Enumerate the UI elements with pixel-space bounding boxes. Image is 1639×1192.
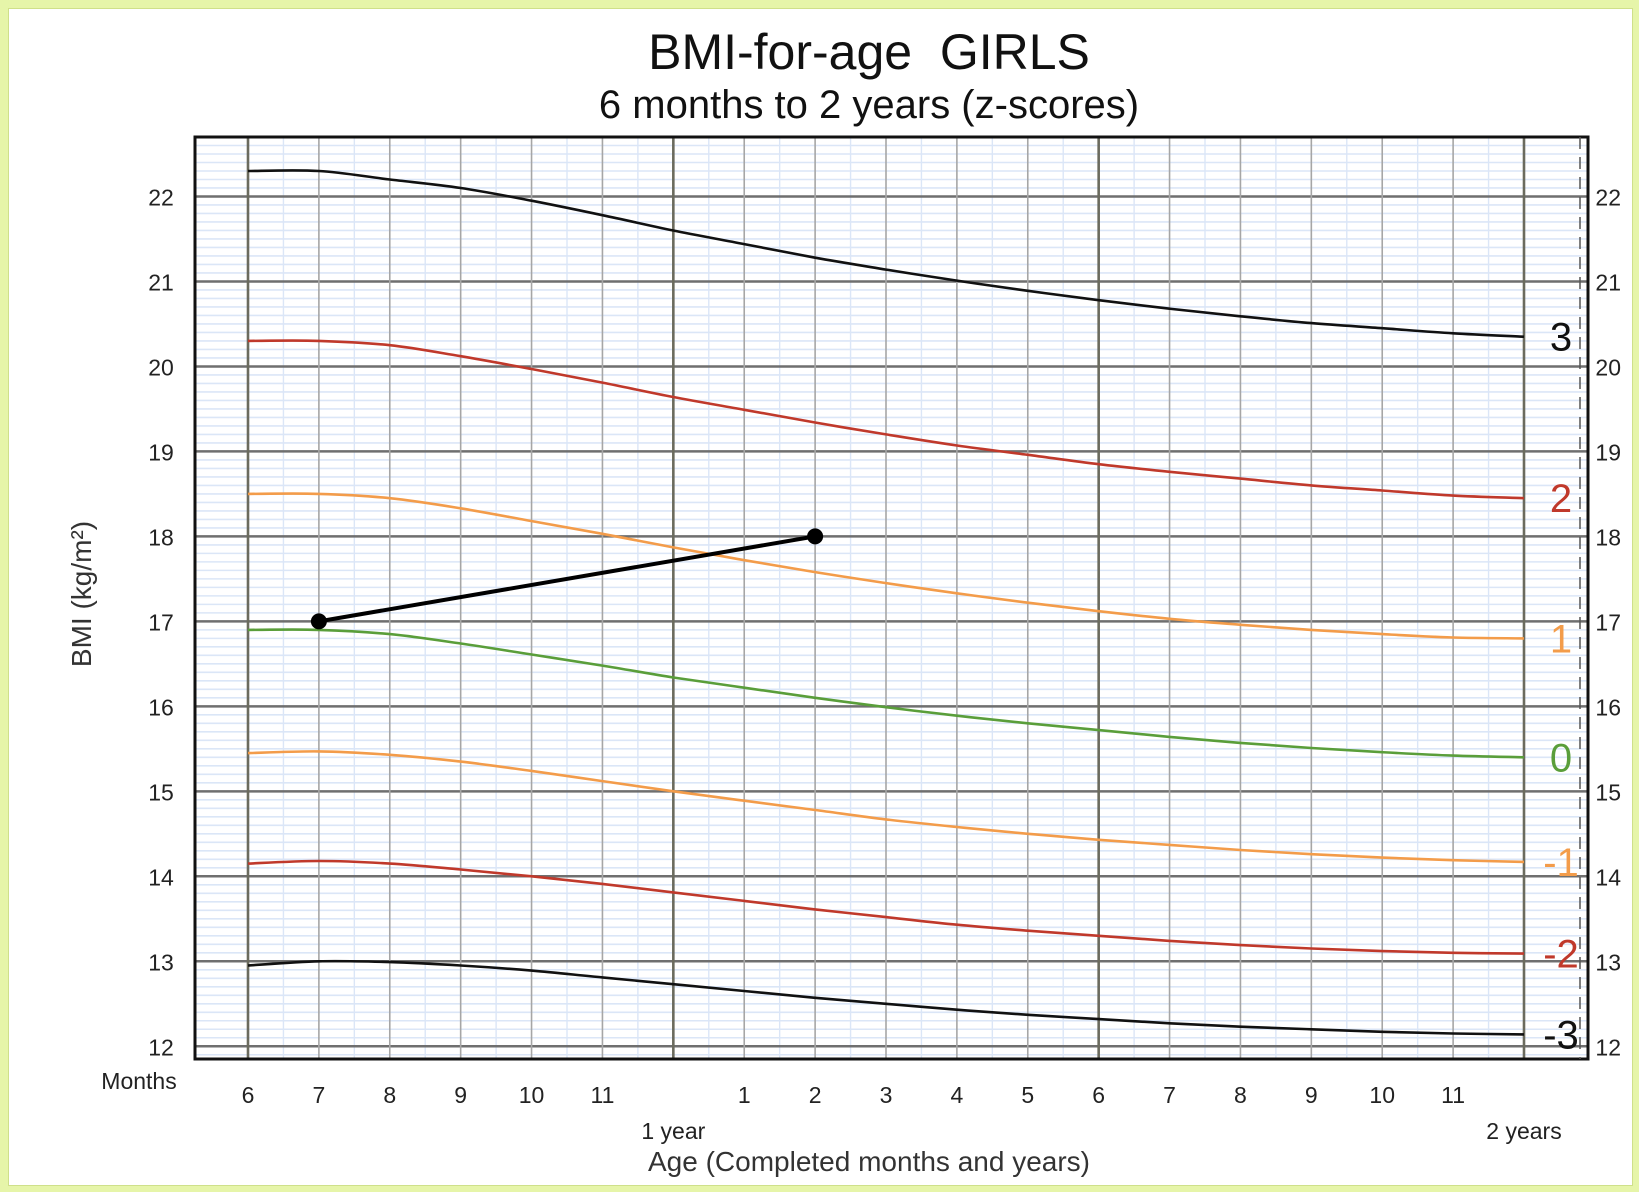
x-year-label: 1 year [641, 1118, 705, 1144]
x-tick-label: 2 [809, 1082, 822, 1108]
x-tick-label: 9 [1305, 1082, 1318, 1108]
y-tick-label-right: 15 [1595, 779, 1621, 805]
z-score-labels: 3 2 1 0 -1 -2 -3 [1543, 316, 1579, 1058]
z-curve--3 [247, 959, 1525, 1036]
plot-background [195, 137, 1588, 1059]
x-tick-label: 3 [880, 1082, 893, 1108]
x-tick-label: 8 [383, 1082, 396, 1108]
x-axis-label: Age (Completed months and years) [648, 1146, 1090, 1177]
x-tick-label: 5 [1021, 1082, 1034, 1108]
x-tick-label: 7 [1163, 1082, 1176, 1108]
y-tick-label-left: 20 [148, 354, 174, 380]
y-tick-label-right: 18 [1595, 524, 1621, 550]
y-tick-label-left: 16 [148, 694, 174, 720]
chart-subtitle: 6 months to 2 years (z-scores) [599, 83, 1139, 127]
z-curve-1 [247, 492, 1525, 640]
chart-frame: BMI-for-age GIRLS 6 months to 2 years (z… [8, 8, 1633, 1186]
major-grid [193, 135, 1590, 1061]
y-tick-label-right: 12 [1595, 1034, 1621, 1060]
minor-grid [195, 136, 1588, 1059]
y-tick-label-right: 22 [1595, 184, 1621, 210]
plot-area [195, 137, 1588, 1059]
z-label-1: 1 [1550, 617, 1572, 661]
x-tick-labels: 6 7 8 9 10 11 1 2 3 4 5 6 7 8 9 10 111 year 2 years [242, 1082, 1562, 1144]
z-label--3: -3 [1543, 1013, 1579, 1057]
z-curve-2 [247, 339, 1525, 500]
z-label--1: -1 [1543, 841, 1579, 885]
x-tick-label: 11 [1441, 1082, 1465, 1108]
x-tick-label: 10 [519, 1082, 545, 1108]
x-tick-label: 7 [312, 1082, 325, 1108]
y-tick-label-right: 13 [1595, 949, 1621, 975]
y-tick-label-right: 17 [1595, 609, 1621, 635]
patient-point [807, 528, 824, 545]
x-tick-label: 6 [1092, 1082, 1105, 1108]
z-curve-3 [247, 169, 1525, 338]
patient-trend-line [318, 534, 816, 624]
y-tick-label-right: 20 [1595, 354, 1621, 380]
y-tick-label-left: 17 [148, 609, 174, 635]
bmi-chart: BMI-for-age GIRLS 6 months to 2 years (z… [66, 24, 1621, 1177]
x-tick-label: 8 [1234, 1082, 1247, 1108]
y-tick-label-left: 15 [148, 779, 174, 805]
y-tick-label-left: 21 [148, 269, 174, 295]
y-tick-label-left: 14 [148, 864, 174, 890]
y-tick-label-right: 16 [1595, 694, 1621, 720]
z-curve--2 [247, 859, 1525, 955]
z-label-3: 3 [1550, 316, 1572, 360]
z-curve-0 [247, 628, 1525, 759]
plot-border [193, 135, 1590, 1061]
z-score-curves [247, 169, 1525, 1036]
z-label-2: 2 [1550, 477, 1572, 521]
y-tick-label-left: 18 [148, 524, 174, 550]
x-unit-label: Months [101, 1068, 176, 1094]
x-year-label: 2 years [1486, 1118, 1561, 1144]
x-tick-label: 10 [1369, 1082, 1395, 1108]
y-tick-label-left: 13 [148, 949, 174, 975]
z-label-0: 0 [1550, 736, 1572, 780]
y-tick-label-right: 21 [1595, 269, 1621, 295]
y-tick-label-left: 22 [148, 184, 174, 210]
y-tick-label-right: 14 [1595, 864, 1621, 890]
y-tick-label-left: 19 [148, 439, 174, 465]
x-tick-label: 6 [242, 1082, 255, 1108]
y-tick-label-left: 12 [148, 1034, 174, 1060]
x-tick-label: 11 [590, 1082, 614, 1108]
x-tick-label: 1 [738, 1082, 751, 1108]
x-tick-label: 9 [454, 1082, 467, 1108]
y-tick-label-right: 19 [1595, 439, 1621, 465]
patient-point [310, 613, 327, 630]
y-axis-label: BMI (kg/m²) [66, 521, 97, 667]
patient-plot [310, 528, 824, 630]
x-tick-label: 4 [950, 1082, 963, 1108]
z-label--2: -2 [1543, 933, 1579, 977]
z-curve--1 [247, 750, 1525, 864]
chart-title: BMI-for-age GIRLS [648, 24, 1090, 80]
